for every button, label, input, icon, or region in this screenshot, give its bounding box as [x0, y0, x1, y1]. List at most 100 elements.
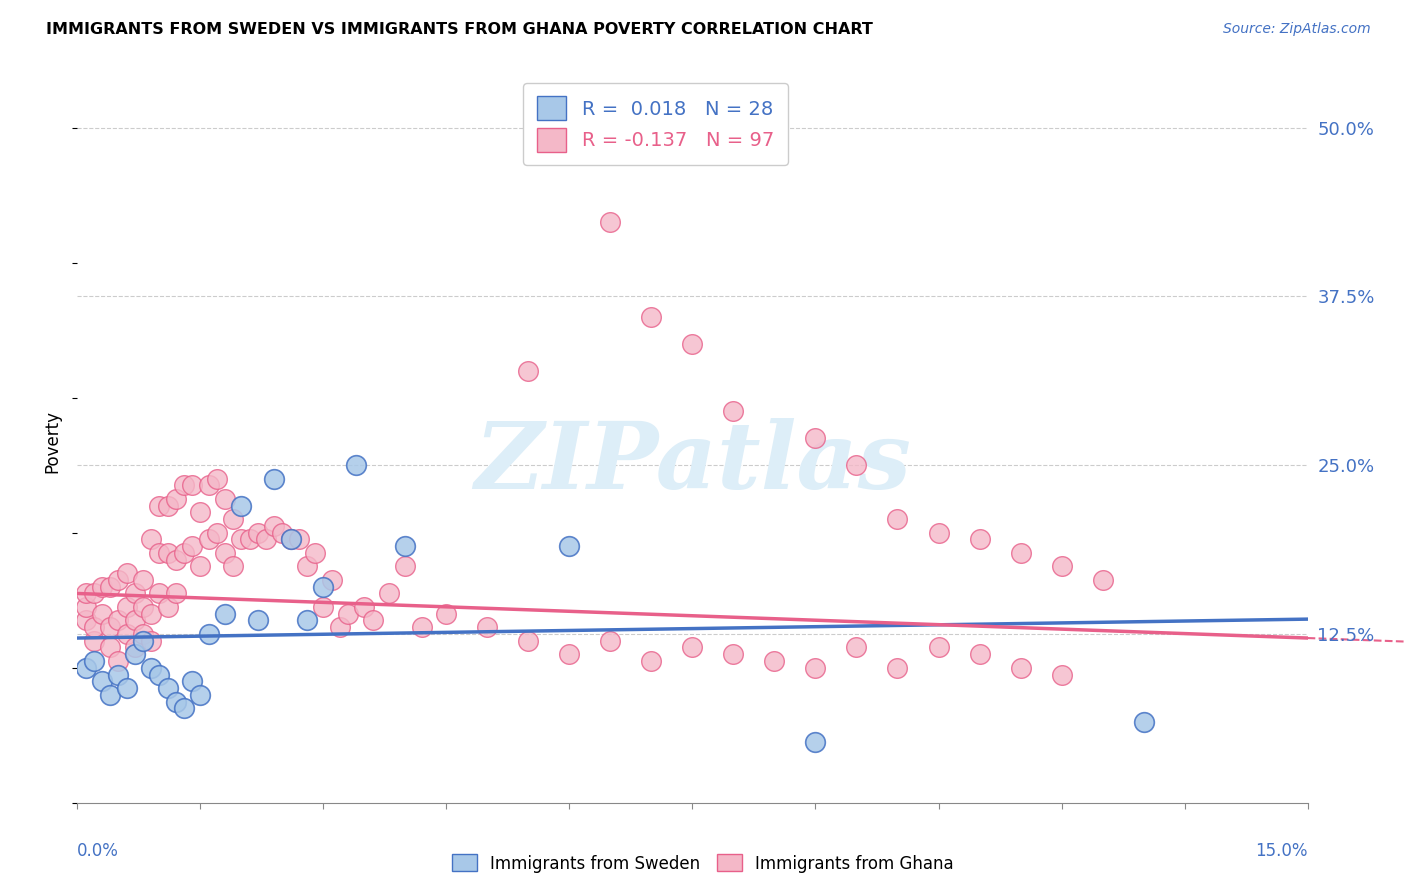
Text: ZIPatlas: ZIPatlas [474, 418, 911, 508]
Y-axis label: Poverty: Poverty [44, 410, 62, 473]
Point [141, 661, 163, 675]
Point [804, 661, 827, 675]
Point [197, 627, 219, 641]
Point [640, 310, 662, 324]
Point [640, 654, 662, 668]
Point [214, 607, 236, 621]
Point [124, 647, 146, 661]
Point [165, 491, 187, 506]
Point [394, 559, 416, 574]
Point [254, 533, 277, 547]
Point [165, 694, 187, 708]
Point [83, 654, 105, 668]
Point [181, 478, 204, 492]
Point [115, 681, 138, 695]
Point [148, 499, 170, 513]
Point [928, 525, 950, 540]
Point [173, 478, 195, 492]
Point [98, 688, 121, 702]
Point [321, 573, 343, 587]
Point [107, 573, 129, 587]
Point [558, 647, 581, 661]
Point [188, 505, 212, 519]
Legend: R =  0.018   N = 28, R = -0.137   N = 97: R = 0.018 N = 28, R = -0.137 N = 97 [523, 83, 787, 165]
Point [148, 586, 170, 600]
Point [181, 539, 204, 553]
Point [148, 546, 170, 560]
Point [394, 539, 416, 553]
Point [156, 681, 179, 695]
Point [295, 614, 318, 628]
Point [378, 586, 401, 600]
Point [141, 533, 163, 547]
Point [231, 499, 253, 513]
Point [1132, 714, 1154, 729]
Point [804, 735, 827, 749]
Point [723, 404, 745, 418]
Point [197, 478, 219, 492]
Point [329, 620, 352, 634]
Point [132, 599, 155, 614]
Point [98, 580, 121, 594]
Point [107, 654, 129, 668]
Point [173, 701, 195, 715]
Point [886, 661, 908, 675]
Point [141, 607, 163, 621]
Point [517, 633, 540, 648]
Point [477, 620, 499, 634]
Point [304, 546, 326, 560]
Point [411, 620, 433, 634]
Point [124, 614, 146, 628]
Point [181, 674, 204, 689]
Point [222, 512, 245, 526]
Point [75, 614, 97, 628]
Point [312, 599, 335, 614]
Point [75, 599, 97, 614]
Point [1050, 559, 1073, 574]
Point [295, 559, 318, 574]
Text: IMMIGRANTS FROM SWEDEN VS IMMIGRANTS FROM GHANA POVERTY CORRELATION CHART: IMMIGRANTS FROM SWEDEN VS IMMIGRANTS FRO… [46, 22, 873, 37]
Point [83, 633, 105, 648]
Point [75, 586, 97, 600]
Point [886, 512, 908, 526]
Point [132, 627, 155, 641]
Point [558, 539, 581, 553]
Point [83, 586, 105, 600]
Point [90, 580, 114, 594]
Point [845, 640, 868, 655]
Point [1010, 661, 1032, 675]
Point [353, 599, 375, 614]
Point [361, 614, 384, 628]
Point [271, 525, 294, 540]
Point [156, 499, 179, 513]
Point [246, 525, 269, 540]
Text: 0.0%: 0.0% [77, 842, 120, 860]
Text: 15.0%: 15.0% [1256, 842, 1308, 860]
Point [239, 533, 262, 547]
Point [436, 607, 458, 621]
Point [312, 580, 335, 594]
Point [75, 661, 97, 675]
Point [124, 586, 146, 600]
Point [263, 472, 285, 486]
Point [90, 607, 114, 621]
Point [156, 599, 179, 614]
Point [682, 640, 704, 655]
Point [165, 552, 187, 566]
Point [214, 546, 236, 560]
Point [107, 667, 129, 681]
Point [337, 607, 360, 621]
Point [969, 647, 991, 661]
Point [344, 458, 367, 472]
Text: Source: ZipAtlas.com: Source: ZipAtlas.com [1223, 22, 1371, 37]
Point [132, 573, 155, 587]
Point [188, 688, 212, 702]
Point [90, 674, 114, 689]
Legend: Immigrants from Sweden, Immigrants from Ghana: Immigrants from Sweden, Immigrants from … [446, 847, 960, 880]
Point [98, 640, 121, 655]
Point [1050, 667, 1073, 681]
Point [280, 533, 302, 547]
Point [156, 546, 179, 560]
Point [115, 627, 138, 641]
Point [107, 614, 129, 628]
